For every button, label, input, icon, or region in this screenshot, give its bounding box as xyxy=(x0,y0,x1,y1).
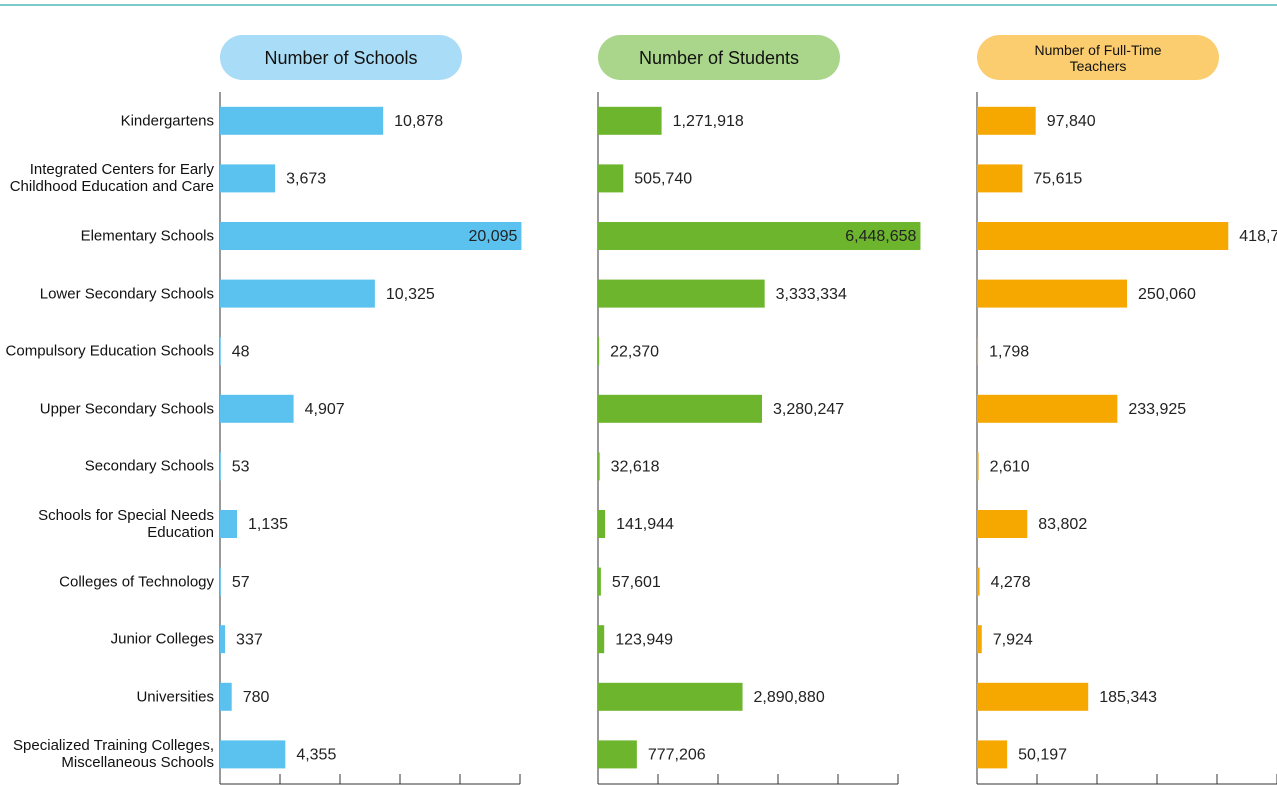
bar xyxy=(220,279,375,308)
bar xyxy=(977,394,1118,423)
value-label: 780 xyxy=(243,689,270,706)
value-label: 505,740 xyxy=(634,171,692,188)
bar xyxy=(220,394,294,423)
value-label: 418,790 xyxy=(1239,228,1277,245)
value-label: 83,802 xyxy=(1038,516,1087,533)
category-label: Schools for Special Needs Education xyxy=(38,507,214,541)
category-label: Kindergartens xyxy=(120,112,214,130)
bar xyxy=(977,164,1023,193)
value-label: 2,610 xyxy=(990,459,1030,476)
bar xyxy=(220,452,221,481)
value-label: 337 xyxy=(236,631,263,648)
bar xyxy=(220,740,286,769)
value-label: 3,333,334 xyxy=(776,286,847,303)
bar xyxy=(977,567,980,596)
bar xyxy=(977,337,979,366)
category-label: Universities xyxy=(136,688,214,706)
value-label: 10,325 xyxy=(386,286,435,303)
bar xyxy=(598,682,743,711)
bar xyxy=(598,510,606,538)
value-label: 1,135 xyxy=(248,516,288,533)
value-label: 3,280,247 xyxy=(773,401,844,418)
value-label: 7,924 xyxy=(993,631,1033,648)
bar xyxy=(220,682,232,711)
value-label: 75,615 xyxy=(1033,171,1082,188)
category-label: Compulsory Education Schools xyxy=(5,342,214,360)
bar xyxy=(220,510,238,538)
bar xyxy=(977,106,1036,135)
value-label: 2,890,880 xyxy=(754,689,825,706)
bar xyxy=(220,567,221,596)
value-label: 22,370 xyxy=(610,343,659,360)
panel-title: Number of Full-Time Teachers xyxy=(977,35,1219,80)
value-label: 123,949 xyxy=(615,631,673,648)
category-label: Lower Secondary Schools xyxy=(39,285,214,303)
value-label: 50,197 xyxy=(1018,747,1067,764)
bar xyxy=(977,222,1229,250)
bar xyxy=(977,452,979,481)
bar xyxy=(977,279,1128,308)
bar xyxy=(977,740,1008,769)
category-label: Secondary Schools xyxy=(84,457,214,475)
value-label: 53 xyxy=(232,459,250,476)
category-label: Upper Secondary Schools xyxy=(39,400,214,418)
value-label: 6,448,658 xyxy=(845,228,916,245)
value-label: 1,798 xyxy=(989,343,1029,360)
bar xyxy=(598,337,600,366)
bar xyxy=(977,682,1089,711)
category-label: Integrated Centers for Early Childhood E… xyxy=(9,161,214,196)
bar xyxy=(598,452,600,481)
value-label: 3,673 xyxy=(286,171,326,188)
bar xyxy=(220,106,384,135)
bar xyxy=(977,510,1028,538)
value-label: 233,925 xyxy=(1128,401,1186,418)
bar xyxy=(220,337,221,366)
value-label: 141,944 xyxy=(616,516,674,533)
value-label: 32,618 xyxy=(611,459,660,476)
value-label: 250,060 xyxy=(1138,286,1196,303)
bar xyxy=(220,222,522,250)
value-label: 57,601 xyxy=(612,574,661,591)
value-label: 20,095 xyxy=(468,228,517,245)
category-label: Elementary Schools xyxy=(80,227,214,245)
panel-title: Number of Students xyxy=(598,35,840,80)
value-label: 4,355 xyxy=(296,747,336,764)
bar xyxy=(598,106,662,135)
value-label: 97,840 xyxy=(1047,113,1096,130)
panel-title: Number of Schools xyxy=(220,35,462,80)
bar xyxy=(977,625,982,654)
bar xyxy=(220,164,276,193)
bar xyxy=(598,164,624,193)
value-label: 57 xyxy=(232,574,250,591)
value-label: 777,206 xyxy=(648,747,706,764)
value-label: 185,343 xyxy=(1099,689,1157,706)
value-label: 10,878 xyxy=(394,113,443,130)
value-label: 4,907 xyxy=(305,401,345,418)
bar xyxy=(598,394,763,423)
value-label: 4,278 xyxy=(991,574,1031,591)
value-label: 1,271,918 xyxy=(673,113,744,130)
bar xyxy=(220,625,226,654)
category-label: Junior Colleges xyxy=(110,630,214,648)
category-label: Specialized Training Colleges, Miscellan… xyxy=(13,737,214,772)
bar xyxy=(598,625,605,654)
category-label: Colleges of Technology xyxy=(59,573,214,591)
bar xyxy=(598,222,921,250)
bar xyxy=(598,567,601,596)
bar xyxy=(598,740,637,769)
bar xyxy=(598,279,765,308)
value-label: 48 xyxy=(232,343,250,360)
